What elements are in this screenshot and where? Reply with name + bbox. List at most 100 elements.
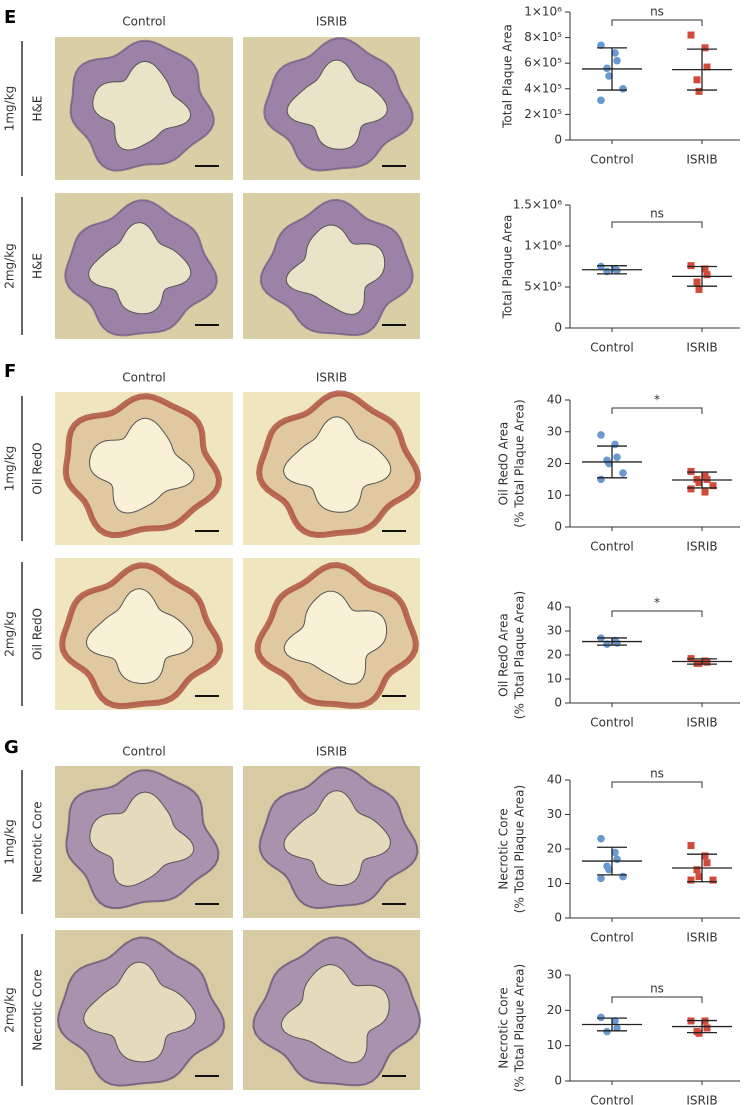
lumen [283,790,391,887]
data-point [619,872,627,881]
histology-image [243,558,420,710]
significance-bracket [611,407,703,414]
data-point [693,866,701,874]
x-tick-label: Control [590,716,633,730]
data-point [695,87,703,95]
y-axis-label: Oil RedO Area [497,613,511,697]
data-point [619,85,627,93]
y-tick-label: 1×10⁶ [524,5,562,19]
data-point [603,1027,611,1036]
x-tick-label: Control [590,1094,633,1105]
row-stain: H&E [31,96,45,122]
histology-image [55,392,233,545]
data-point [603,640,611,648]
data-point [611,848,619,857]
histology-image [243,766,420,918]
x-tick-label: ISRIB [686,1094,717,1105]
data-point [709,482,717,490]
row-dose: 1mg/kg [3,819,17,865]
data-point [605,865,613,874]
histology-image [55,193,233,339]
data-point [597,96,605,105]
lumen [282,416,392,513]
histology-image [243,390,422,545]
lumen [88,417,195,514]
panel-letter: E [4,7,16,28]
data-point [605,72,613,80]
data-point [687,262,695,270]
data-point [597,475,605,484]
lumen [280,964,390,1064]
y-tick-label: 1×10⁶ [524,239,562,253]
histology-image [243,193,420,339]
data-point [687,842,695,850]
y-tick-label: 2×10⁵ [524,107,562,121]
y-tick-label: 0 [554,321,562,335]
x-tick-label: ISRIB [686,341,717,355]
x-tick-label: Control [590,931,633,945]
y-tick-label: 20 [547,1003,562,1017]
x-tick-label: ISRIB [686,153,717,167]
row-stain: Oil RedO [31,608,45,660]
y-tick-label: 10 [547,876,562,890]
data-point [611,49,619,57]
y-tick-label: 0 [554,696,562,710]
data-point [687,31,695,39]
lumen [87,221,192,315]
y-tick-label: 4×10⁵ [524,81,562,95]
data-point [597,41,605,50]
significance-bracket [611,19,703,26]
lumen [283,590,388,685]
panel-letter: F [4,361,16,382]
significance-label: * [654,596,660,610]
lumen [286,59,388,150]
y-tick-label: 20 [547,648,562,662]
histology-image [55,930,233,1090]
column-label: ISRIB [316,15,347,29]
data-point [703,658,711,666]
y-tick-label: 10 [547,488,562,502]
row-dose: 1mg/kg [3,86,17,132]
histology-image [243,37,420,180]
y-axis-label: (% Total Plaque Area) [513,591,527,719]
significance-label: ns [650,5,664,19]
data-point [597,262,605,271]
histology-image [243,930,422,1090]
data-point [687,876,695,884]
data-point [597,874,605,883]
data-point [693,278,701,286]
y-tick-label: 30 [547,424,562,438]
data-point [701,265,709,273]
y-tick-label: 1.5×10⁶ [513,198,562,212]
data-point [597,1013,605,1022]
y-tick-label: 0 [554,1074,562,1088]
y-tick-label: 10 [547,672,562,686]
y-tick-label: 10 [547,1038,562,1052]
row-stain: Oil RedO [31,442,45,494]
column-label: Control [122,745,165,759]
y-tick-label: 30 [547,807,562,821]
data-point [695,659,703,667]
data-point [613,1024,621,1032]
y-tick-label: 40 [547,393,562,407]
row-stain: Necrotic Core [31,801,45,882]
row-dose: 1mg/kg [3,446,17,492]
x-tick-label: Control [590,540,633,554]
data-point [701,852,709,860]
significance-bracket [611,221,703,228]
data-point [701,488,709,496]
lumen [285,224,386,316]
x-tick-label: ISRIB [686,716,717,730]
y-tick-label: 5×10⁵ [524,280,562,294]
row-dose: 2mg/kg [3,611,17,657]
significance-label: ns [650,207,664,221]
data-point [695,285,703,293]
y-axis-label: Necrotic Core [497,808,511,889]
x-tick-label: Control [590,153,633,167]
y-axis-label: Oil RedO Area [497,422,511,506]
lumen [89,791,195,887]
y-tick-label: 40 [547,773,562,787]
data-point [703,1024,711,1032]
lumen [83,961,197,1063]
